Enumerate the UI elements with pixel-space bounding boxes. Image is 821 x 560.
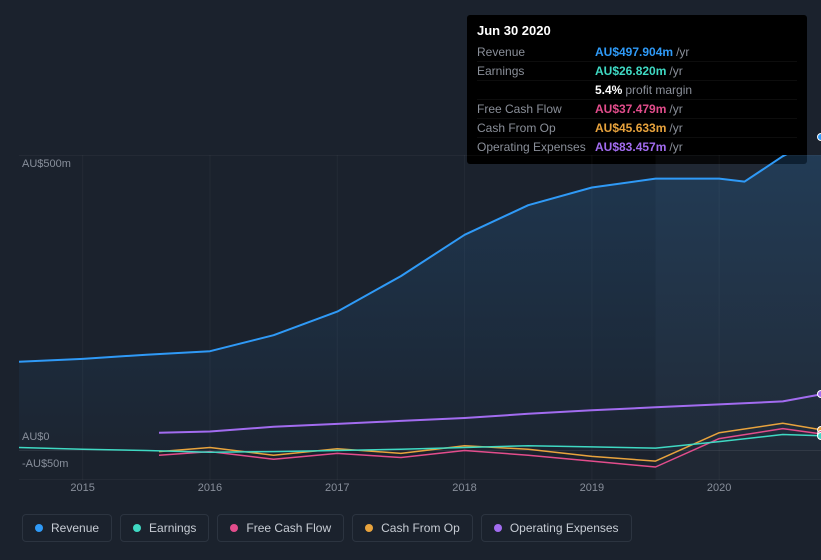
tooltip-row-value: AU$37.479m <box>595 102 666 116</box>
legend-label: Operating Expenses <box>510 521 619 535</box>
legend-dot-icon <box>365 524 373 532</box>
tooltip-row-suffix: /yr <box>669 64 682 78</box>
chart-plot-area[interactable] <box>19 155 821 480</box>
tooltip-row-value: AU$26.820m <box>595 64 666 78</box>
tooltip-row: RevenueAU$497.904m/yr <box>477 43 797 61</box>
tooltip-row: Cash From OpAU$45.633m/yr <box>477 118 797 137</box>
tooltip-row-label: Earnings <box>477 64 595 78</box>
hover-tooltip: Jun 30 2020 RevenueAU$497.904m/yrEarning… <box>467 15 807 164</box>
x-axis-label: 2018 <box>452 482 476 494</box>
tooltip-row-suffix: /yr <box>669 102 682 116</box>
series-marker <box>817 390 821 398</box>
chart-svg <box>19 155 821 480</box>
tooltip-row-suffix: /yr <box>676 45 689 59</box>
x-axis: 2015 2016 2017 2018 2019 2020 <box>19 482 821 500</box>
series-marker <box>817 432 821 440</box>
legend-label: Earnings <box>149 521 196 535</box>
tooltip-row-label: Revenue <box>477 45 595 59</box>
tooltip-row-value: AU$83.457m <box>595 140 666 154</box>
legend-item[interactable]: Cash From Op <box>352 514 473 542</box>
tooltip-row: Free Cash FlowAU$37.479m/yr <box>477 99 797 118</box>
legend-dot-icon <box>35 524 43 532</box>
x-axis-label: 2016 <box>198 482 222 494</box>
series-marker <box>817 133 821 141</box>
tooltip-row-suffix: /yr <box>669 140 682 154</box>
tooltip-row-value: AU$45.633m <box>595 121 666 135</box>
legend-item[interactable]: Revenue <box>22 514 112 542</box>
y-axis-label: AU$0 <box>22 431 50 443</box>
tooltip-row: Operating ExpensesAU$83.457m/yr <box>477 137 797 156</box>
tooltip-row-label: Operating Expenses <box>477 140 595 154</box>
chart-container: Jun 30 2020 RevenueAU$497.904m/yrEarning… <box>0 0 821 560</box>
legend-label: Revenue <box>51 521 99 535</box>
tooltip-row-label: Free Cash Flow <box>477 102 595 116</box>
tooltip-row-value: 5.4% <box>595 83 622 97</box>
y-axis-label: AU$500m <box>22 158 71 170</box>
tooltip-row-label: Cash From Op <box>477 121 595 135</box>
x-axis-label: 2020 <box>707 482 731 494</box>
x-axis-label: 2017 <box>325 482 349 494</box>
tooltip-date: Jun 30 2020 <box>477 23 797 38</box>
tooltip-row-value: AU$497.904m <box>595 45 673 59</box>
legend-label: Free Cash Flow <box>246 521 331 535</box>
legend-dot-icon <box>133 524 141 532</box>
y-axis-label: -AU$50m <box>22 458 68 470</box>
legend-item[interactable]: Operating Expenses <box>481 514 632 542</box>
legend-item[interactable]: Earnings <box>120 514 209 542</box>
tooltip-row-label <box>477 83 595 97</box>
x-axis-label: 2019 <box>580 482 604 494</box>
legend-label: Cash From Op <box>381 521 460 535</box>
tooltip-row: 5.4%profit margin <box>477 80 797 99</box>
x-axis-label: 2015 <box>70 482 94 494</box>
tooltip-row: EarningsAU$26.820m/yr <box>477 61 797 80</box>
legend-item[interactable]: Free Cash Flow <box>217 514 344 542</box>
tooltip-rows: RevenueAU$497.904m/yrEarningsAU$26.820m/… <box>477 43 797 156</box>
legend-dot-icon <box>230 524 238 532</box>
legend: Revenue Earnings Free Cash Flow Cash From O… <box>22 514 632 542</box>
legend-dot-icon <box>494 524 502 532</box>
tooltip-row-suffix: profit margin <box>625 83 692 97</box>
tooltip-row-suffix: /yr <box>669 121 682 135</box>
